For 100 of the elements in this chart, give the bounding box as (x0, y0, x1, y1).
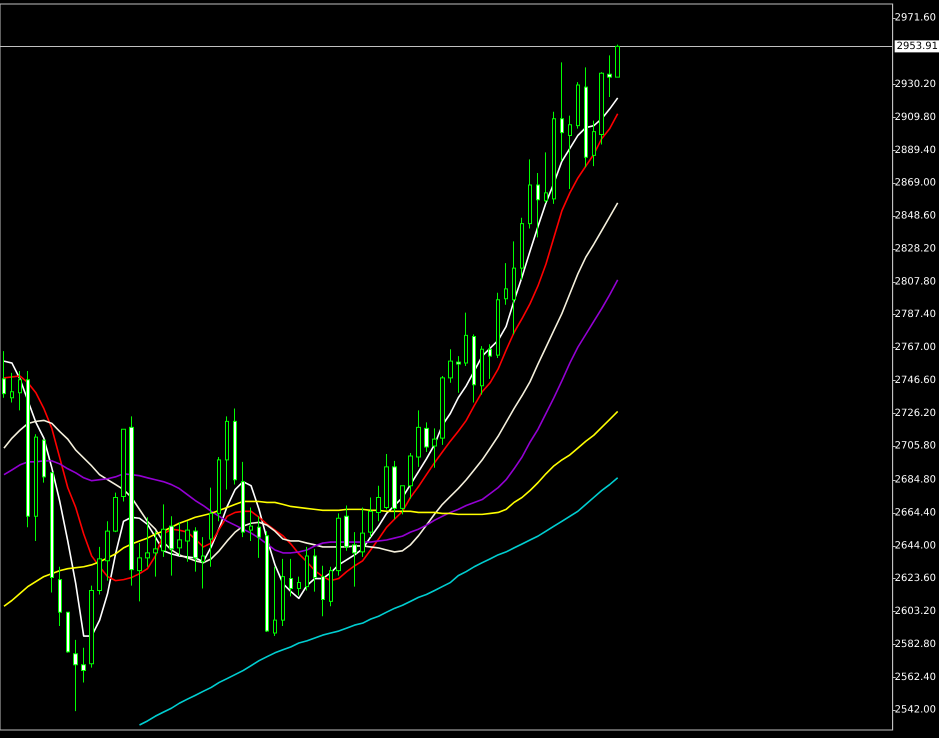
candlestick (576, 82, 580, 130)
y-tick-label: 2828.20 (894, 243, 936, 254)
candlestick (153, 530, 158, 578)
candlestick (544, 152, 548, 204)
candlestick (129, 416, 134, 586)
y-tick-label: 2603.20 (894, 606, 936, 618)
candlestick (552, 111, 556, 204)
candlestick (193, 526, 198, 572)
candlestick (400, 485, 405, 515)
candlestick (336, 512, 341, 576)
candlestick (384, 453, 389, 510)
y-tick-label: 2889.40 (894, 144, 936, 156)
candlestick (161, 504, 166, 558)
y-tick-label: 2623.60 (894, 573, 936, 584)
candlestick (50, 472, 54, 594)
line-series (138, 476, 618, 726)
candlestick (121, 428, 126, 502)
line-series (3, 410, 618, 608)
candlestick (456, 356, 461, 394)
y-tick-label: 2909.80 (894, 112, 936, 123)
candlestick (352, 532, 357, 588)
y-tick-label: 2582.80 (894, 638, 936, 650)
candlestick (392, 460, 397, 520)
candlestick (488, 344, 492, 380)
candlestick (225, 416, 229, 490)
candlestick (34, 434, 38, 542)
ref-line-label: 2953.91 (896, 40, 938, 52)
y-tick-label: 2767.00 (894, 342, 936, 354)
candlestick (241, 461, 245, 538)
y-tick-label: 2807.80 (894, 276, 936, 288)
candlestick (592, 120, 596, 167)
candlestick (58, 566, 62, 627)
candlestick (568, 115, 572, 190)
candlestick (599, 72, 604, 146)
candlestick (10, 372, 14, 404)
y-tick-label: 2664.40 (894, 507, 936, 518)
candlestick (496, 292, 500, 359)
y-tick-label: 2684.80 (894, 474, 936, 486)
candlestick (607, 54, 612, 98)
y-tick-label: 2542.00 (894, 704, 936, 716)
candlestick (408, 452, 413, 500)
y-tick-label: 2726.20 (894, 408, 936, 419)
y-tick-label: 2644.00 (894, 540, 936, 552)
candlestick (424, 422, 429, 453)
candlestick (615, 44, 620, 78)
candlestick (233, 408, 237, 486)
y-tick-label: 2848.60 (894, 210, 936, 222)
candlestick (440, 375, 445, 446)
candlestick (472, 334, 476, 404)
candlestick (113, 492, 118, 533)
candlestick (257, 516, 261, 558)
y-tick-label: 2971.60 (894, 12, 936, 24)
candlestick (18, 370, 22, 411)
candlestick (416, 410, 421, 468)
candlestick (273, 566, 277, 637)
candlestick (360, 506, 365, 558)
candlestick (313, 548, 317, 592)
candlestick (329, 566, 333, 607)
candlestick (368, 496, 373, 538)
candlestick (536, 172, 540, 238)
y-tick-label: 2869.00 (894, 178, 936, 189)
candlestick (265, 530, 269, 633)
y-tick-label: 2705.80 (894, 440, 936, 452)
candlestick (376, 485, 381, 522)
candlestick (42, 440, 46, 484)
candlestick (480, 346, 484, 396)
candlestick (73, 639, 78, 712)
candlestick (105, 520, 110, 582)
candlestick (217, 456, 221, 522)
candlestick (281, 558, 285, 627)
y-tick-label: 2562.40 (894, 672, 936, 683)
candlestick (145, 516, 150, 568)
y-tick-label: 2746.60 (894, 374, 936, 386)
candlestick (137, 542, 142, 602)
candlestick (209, 487, 213, 568)
candlestick (520, 217, 524, 280)
candlestick (169, 516, 174, 576)
candlestick (26, 370, 30, 528)
candlestick (528, 158, 532, 229)
candlestick (344, 505, 349, 552)
candlestick (185, 520, 190, 562)
y-tick-label: 2787.40 (894, 309, 936, 320)
candlestick (66, 612, 70, 654)
candlestick (448, 348, 453, 384)
candlestick (249, 506, 253, 542)
candlestick (464, 312, 468, 366)
candlestick (201, 536, 205, 590)
candlestick (97, 546, 102, 595)
candlestick (321, 565, 325, 617)
candlestick (89, 585, 94, 668)
candlestick (504, 262, 508, 306)
line-series (3, 202, 618, 564)
candlestick (81, 647, 86, 683)
candlestick (289, 558, 293, 597)
candlestick (177, 522, 182, 556)
candlestick (432, 428, 437, 468)
candlestick (297, 576, 301, 596)
y-tick-label: 2930.20 (894, 79, 936, 90)
candlestick (305, 546, 309, 591)
candlestick (512, 240, 516, 335)
